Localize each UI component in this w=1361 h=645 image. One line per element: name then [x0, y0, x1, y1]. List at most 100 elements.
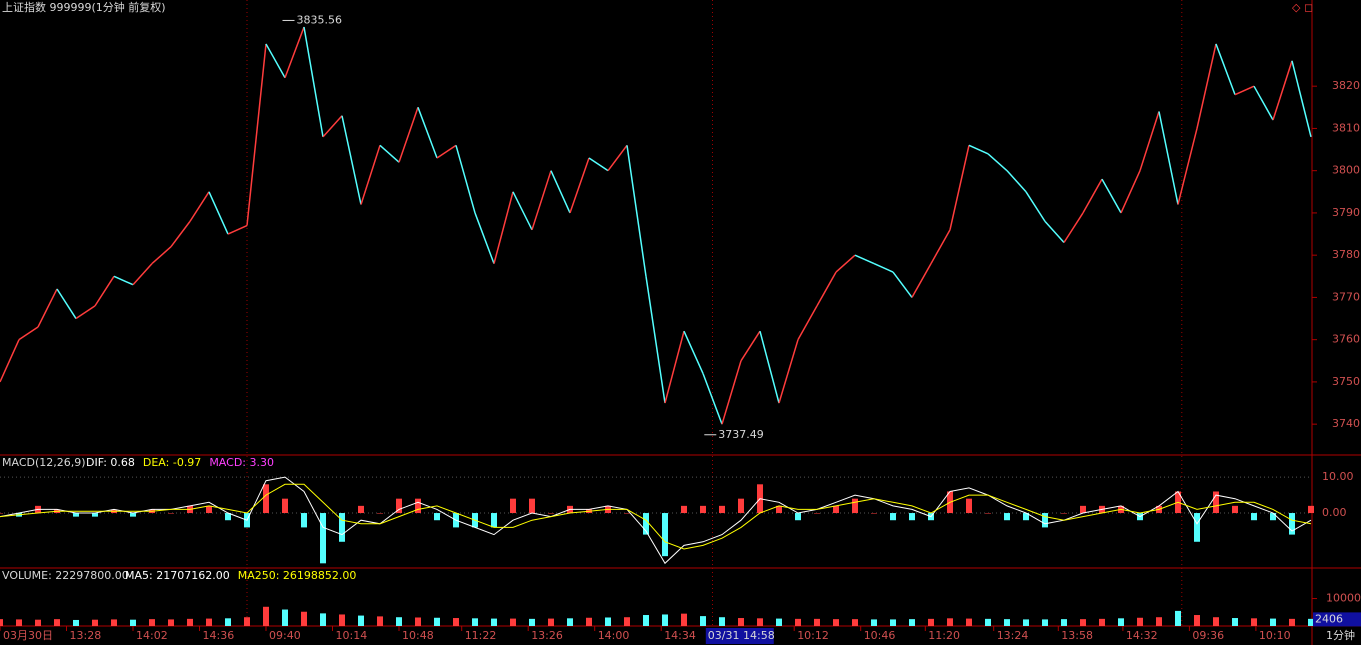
volume-bar — [833, 619, 839, 626]
x-tick-label: 10:48 — [402, 629, 434, 642]
volume-bar — [1118, 618, 1124, 626]
x-tick-label: 11:22 — [465, 629, 497, 642]
volume-bar — [16, 619, 22, 626]
macd-bar — [719, 505, 725, 514]
price-segment — [246, 43, 267, 226]
macd-bar — [339, 513, 345, 542]
volume-bar — [757, 618, 763, 626]
volume-bar — [35, 619, 41, 626]
volume-bar — [985, 618, 991, 626]
macd-bar — [624, 513, 630, 514]
price-segment — [512, 191, 533, 231]
price-segment — [911, 263, 932, 298]
macd-bar — [890, 513, 896, 521]
price-segment — [417, 107, 438, 159]
macd-bar — [548, 513, 554, 514]
macd-bar — [738, 498, 744, 514]
price-segment — [284, 26, 305, 78]
volume-bar — [377, 616, 383, 626]
volume-bar — [149, 619, 155, 626]
x-tick-label: 14:36 — [203, 629, 235, 642]
x-tick-label: 10:10 — [1259, 629, 1291, 642]
volume-bar — [282, 609, 288, 626]
price-segment — [1063, 212, 1084, 243]
price-segment — [189, 191, 210, 222]
price-segment — [379, 144, 400, 163]
macd-bar — [643, 513, 649, 535]
volume-bar — [947, 618, 953, 626]
x-tick-label: 14:00 — [598, 629, 630, 642]
price-segment — [1215, 43, 1236, 95]
macd-bar — [396, 498, 402, 514]
volume-bar — [1099, 618, 1105, 626]
price-segment — [645, 276, 666, 404]
volume-bar — [1080, 619, 1086, 626]
price-segment — [892, 271, 913, 298]
price-segment — [455, 145, 476, 214]
volume-bar — [624, 617, 630, 626]
volume-bar — [1061, 619, 1067, 626]
cursor-y-box — [1313, 612, 1361, 627]
y-tick-label: 3800 — [1332, 164, 1360, 177]
macd-bar — [871, 513, 877, 514]
volume-bar — [510, 618, 516, 626]
macd-bar — [966, 498, 972, 514]
volume-bar — [491, 618, 497, 626]
volume-bar — [54, 619, 60, 626]
y-tick-label: 3780 — [1332, 248, 1360, 261]
price-segment — [56, 288, 77, 319]
volume-bar — [871, 619, 877, 626]
volume-bar — [1023, 619, 1029, 626]
volume-bar — [909, 619, 915, 626]
volume-bar — [586, 617, 592, 626]
cursor-y-label: 2406 — [1315, 612, 1343, 625]
volume-bar — [700, 616, 706, 626]
price-segment — [607, 144, 628, 172]
volume-bar — [130, 619, 136, 626]
volume-bar — [605, 617, 611, 626]
price-segment — [702, 373, 723, 425]
price-segment — [75, 305, 96, 320]
window-icons[interactable]: ◇ ◻ — [1292, 1, 1313, 14]
price-segment — [94, 275, 115, 307]
macd-bar — [415, 498, 421, 514]
volume-bar — [1175, 610, 1181, 626]
macd-bar — [795, 513, 801, 521]
macd-bar — [1042, 513, 1048, 528]
macd-bar — [1213, 491, 1219, 514]
price-segment — [1158, 111, 1179, 205]
y-tick-label: 10.00 — [1322, 470, 1354, 483]
chart-title: 上证指数 999999(1分钟 前复权) — [2, 0, 166, 14]
macd-bar — [263, 484, 269, 514]
cursor-x-label: 03/31 14:58 — [708, 629, 775, 642]
macd-bar — [0, 513, 3, 514]
price-segment — [1044, 220, 1065, 243]
price-segment — [113, 275, 134, 286]
price-segment — [797, 305, 818, 341]
volume-bar — [1156, 617, 1162, 626]
price-segment — [37, 288, 58, 328]
volume-bar — [415, 617, 421, 626]
volume-bar — [719, 617, 725, 626]
price-segment — [531, 170, 552, 231]
price-segment — [569, 157, 590, 214]
volume-bar — [681, 613, 687, 626]
volume-bar — [852, 619, 858, 626]
macd-bar — [206, 505, 212, 514]
volume-bar — [548, 618, 554, 626]
price-segment — [1253, 85, 1274, 121]
price-segment — [398, 107, 419, 163]
price-segment — [1025, 191, 1046, 222]
legend-entry: DIF: 0.68 — [86, 456, 135, 469]
volume-bar — [776, 618, 782, 626]
legend-entry: MA5: 21707162.00 — [125, 569, 230, 582]
volume-title: VOLUME: 22297800.00 — [2, 569, 129, 582]
price-segment — [759, 331, 780, 404]
macd-bar — [700, 505, 706, 514]
volume-bar — [244, 617, 250, 626]
price-segment — [835, 254, 856, 273]
volume-bar — [263, 606, 269, 626]
legend-entry: MACD: 3.30 — [209, 456, 274, 469]
